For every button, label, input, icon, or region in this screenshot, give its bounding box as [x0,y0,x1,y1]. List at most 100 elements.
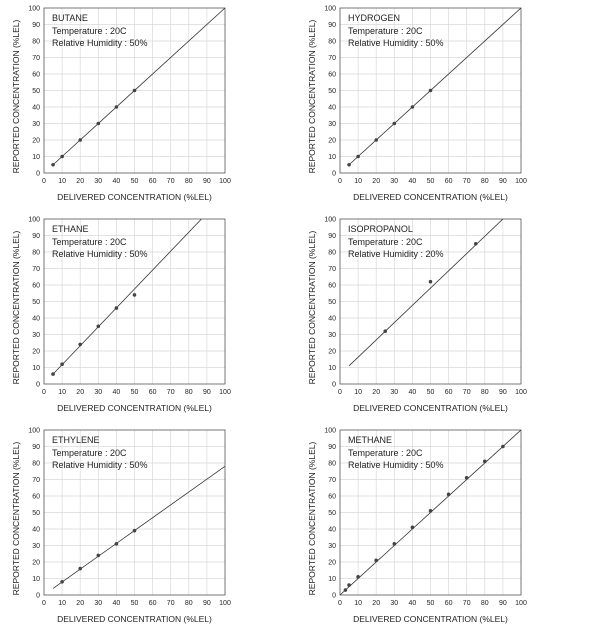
chart-annotation: Relative Humidity : 50% [348,38,444,48]
chart-title: ETHYLENE [52,435,100,445]
y-tick-label: 100 [324,217,336,224]
chart-panel-methane: 0 10 20 30 40 50 60 70 80 90 100 0 10 20 30 40 50 60 70 80 9… [296,422,592,633]
y-tick-label: 50 [32,510,40,517]
data-point [132,528,137,533]
x-tick-label: 50 [427,389,435,396]
x-tick-label: 60 [445,178,453,185]
x-tick-label: 90 [203,178,211,185]
y-tick-label: 80 [328,250,336,257]
y-tick-label: 60 [32,72,40,79]
x-tick-label: 80 [481,389,489,396]
y-tick-label: 30 [32,121,40,128]
x-tick-label: 100 [515,178,527,185]
data-point [392,121,397,126]
x-tick-label: 50 [131,178,139,185]
plot-frame [339,429,522,596]
y-axis-label: REPORTED CONCENTRATION (%LEL) [11,20,21,174]
x-tick-label: 70 [463,389,471,396]
x-tick-label: 0 [338,389,342,396]
plot-frame [339,218,522,385]
x-tick-label: 100 [219,178,231,185]
x-tick-label: 20 [372,600,380,607]
x-tick-label: 60 [445,389,453,396]
fit-line [52,219,202,375]
grid [340,219,521,384]
chart-title: HYDROGEN [348,13,400,23]
x-tick-label: 20 [372,178,380,185]
x-tick-label: 30 [390,178,398,185]
x-tick-label: 40 [409,178,417,185]
x-tick-label: 60 [149,600,157,607]
chart-annotation: Temperature : 20C [52,26,127,36]
y-tick-label: 90 [328,233,336,240]
x-tick-label: 10 [58,600,66,607]
y-axis-label: REPORTED CONCENTRATION (%LEL) [11,231,21,385]
x-tick-label: 80 [185,389,193,396]
y-tick-label: 60 [328,72,336,79]
x-tick-label: 80 [481,178,489,185]
y-tick-label: 100 [28,217,40,224]
x-tick-label: 100 [219,389,231,396]
x-tick-label: 0 [338,178,342,185]
x-axis-label: DELIVERED CONCENTRATION (%LEL) [353,192,508,202]
chart-annotation: Relative Humidity : 50% [52,38,148,48]
x-tick-label: 90 [499,389,507,396]
data-point [60,580,64,584]
x-tick-label: 70 [167,600,175,607]
chart-panel-butane: 0 10 20 30 40 50 60 70 80 90 100 0 10 20 30 40 50 60 70 80 9… [0,0,296,211]
x-tick-label: 20 [76,178,84,185]
data-point [483,459,487,464]
data-point [428,509,433,513]
x-tick-label: 70 [463,600,471,607]
data-point [446,492,451,497]
x-tick-label: 80 [481,600,489,607]
y-tick-label: 60 [32,494,40,501]
chart-panel-isopropanol: 0 10 20 30 40 50 60 70 80 90 100 0 10 20 30 40 50 60 70 80 9… [296,211,592,422]
x-tick-label: 100 [515,600,527,607]
data-point [501,444,505,449]
x-tick-label: 30 [390,600,398,607]
x-axis-label: DELIVERED CONCENTRATION (%LEL) [57,192,212,202]
x-tick-label: 20 [372,389,380,396]
y-tick-label: 50 [32,88,40,95]
x-tick-label: 10 [58,178,66,185]
x-tick-label: 10 [354,600,362,607]
data-point [60,154,64,159]
x-tick-label: 100 [515,389,527,396]
y-tick-label: 20 [32,138,40,145]
x-tick-label: 70 [167,389,175,396]
chart-panel-ethylene: 0 10 20 30 40 50 60 70 80 90 100 0 10 20 30 40 50 60 70 80 9… [0,422,296,633]
x-tick-label: 40 [113,600,121,607]
plot-frame [43,218,226,385]
y-tick-label: 100 [324,6,336,13]
y-tick-label: 30 [328,121,336,128]
y-tick-label: 10 [32,576,40,583]
chart-hydrogen: 0 10 20 30 40 50 60 70 80 90 100 0 10 20 30 40 50 60 70 80 9… [307,6,527,203]
x-tick-label: 40 [113,389,121,396]
y-tick-label: 20 [32,560,40,567]
y-axis-label: REPORTED CONCENTRATION (%LEL) [307,442,317,596]
data-point [343,588,348,592]
chart-title: BUTANE [52,13,88,23]
y-tick-label: 90 [328,22,336,29]
data-point [132,88,137,93]
y-tick-label: 40 [328,527,336,534]
fit-line [52,8,225,166]
y-tick-label: 0 [332,593,336,600]
chart-panel-hydrogen: 0 10 20 30 40 50 60 70 80 90 100 0 10 20 30 40 50 60 70 80 9… [296,0,592,211]
x-tick-label: 10 [354,389,362,396]
plot-frame [43,7,226,174]
x-tick-label: 60 [149,178,157,185]
y-tick-label: 30 [32,543,40,550]
x-tick-label: 50 [131,600,139,607]
x-tick-label: 30 [390,389,398,396]
fit-line [348,8,521,166]
data-point [78,138,82,142]
data-point [114,542,119,546]
grid [340,430,521,595]
data-point [51,372,55,376]
data-point [347,583,351,587]
y-tick-label: 100 [28,6,40,13]
chart-annotation: Relative Humidity : 50% [348,460,444,470]
y-tick-label: 30 [32,332,40,339]
